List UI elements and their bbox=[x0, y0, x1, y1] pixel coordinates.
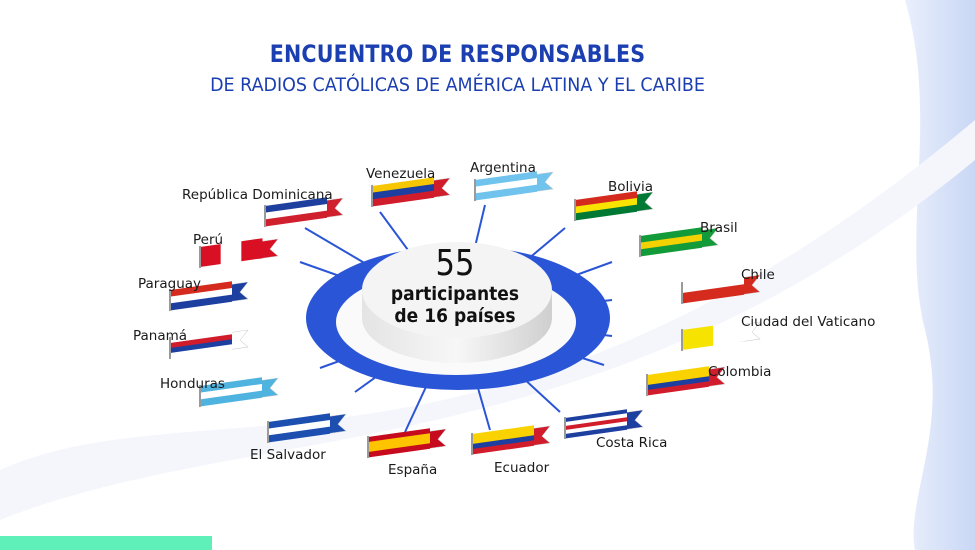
flag-stripe bbox=[368, 433, 430, 448]
flag-stripe bbox=[472, 425, 534, 440]
flag-stripe bbox=[170, 334, 232, 349]
flag-venezuela bbox=[371, 177, 451, 208]
flag-paraguay bbox=[169, 281, 249, 312]
flag-stripe bbox=[200, 383, 262, 400]
flag-stripe bbox=[472, 440, 534, 455]
flag-colombia bbox=[646, 366, 726, 397]
participants-label: participantes bbox=[390, 283, 520, 305]
country-label-colombia: Colombia bbox=[708, 364, 772, 380]
flag-stripe bbox=[265, 210, 327, 227]
flag-stripe bbox=[575, 197, 637, 214]
decorative-wave-light bbox=[0, 120, 975, 520]
flag-stripe bbox=[200, 390, 262, 407]
flag-stripe bbox=[475, 184, 537, 201]
decorative-wave bbox=[905, 0, 975, 550]
flag-stripe bbox=[647, 366, 709, 381]
flag-stripe bbox=[200, 377, 262, 394]
flag-stripe bbox=[575, 191, 637, 208]
flag-stripe bbox=[241, 238, 263, 262]
flag-stripe bbox=[265, 197, 327, 214]
flag-stripe bbox=[220, 241, 242, 265]
flag-republica-dominicana bbox=[264, 197, 344, 228]
flag-stripe bbox=[475, 171, 537, 188]
flag-stripe bbox=[170, 339, 232, 354]
flag-el-salvador bbox=[267, 413, 347, 444]
country-label-republica-dominicana: República Dominicana bbox=[182, 187, 333, 203]
flag-stripe bbox=[565, 425, 627, 439]
page-title: ENCUENTRO DE RESPONSABLES bbox=[269, 40, 646, 68]
country-label-venezuela: Venezuela bbox=[366, 166, 436, 182]
flag-stripe bbox=[368, 428, 430, 443]
participants-count: 55 bbox=[435, 243, 475, 284]
flag-ecuador bbox=[471, 425, 551, 456]
flag-stripe bbox=[475, 177, 537, 194]
flag-stripe bbox=[640, 240, 702, 257]
flag-stripe bbox=[170, 329, 232, 344]
flag-stripe bbox=[170, 294, 232, 311]
flag-stripe bbox=[647, 371, 709, 386]
flag-stripe bbox=[268, 426, 330, 443]
flag-stripe bbox=[682, 284, 744, 304]
country-label-bolivia: Bolivia bbox=[608, 179, 654, 195]
accent-bar bbox=[0, 536, 212, 550]
flag-stripe bbox=[682, 274, 744, 294]
flag-bolivia bbox=[574, 191, 654, 222]
flag-peru bbox=[199, 238, 279, 269]
flag-stripe bbox=[372, 190, 434, 207]
flag-stripe bbox=[472, 435, 534, 450]
flag-stripe bbox=[647, 376, 709, 391]
flag-costa-rica bbox=[564, 409, 644, 440]
flag-stripe bbox=[268, 413, 330, 430]
flag-stripe bbox=[372, 177, 434, 194]
country-label-costa-rica: Costa Rica bbox=[596, 435, 668, 451]
flag-stripe bbox=[565, 421, 627, 435]
flag-stripe bbox=[368, 438, 430, 453]
country-label-peru: Perú bbox=[193, 232, 224, 248]
flag-stripe bbox=[472, 430, 534, 445]
flag-stripe bbox=[565, 417, 627, 431]
hub-stats: 55 participantes de 16 países bbox=[355, 243, 555, 328]
flag-stripe bbox=[565, 409, 627, 423]
flag-stripe bbox=[640, 233, 702, 250]
country-label-chile: Chile bbox=[741, 267, 775, 283]
country-label-argentina: Argentina bbox=[470, 160, 536, 176]
flag-stripe bbox=[682, 325, 714, 350]
country-label-honduras: Honduras bbox=[160, 376, 225, 392]
flag-stripe bbox=[170, 344, 232, 359]
flag-stripe bbox=[265, 203, 327, 220]
country-label-paraguay: Paraguay bbox=[138, 276, 202, 292]
flag-stripe bbox=[368, 443, 430, 458]
flag-stripe bbox=[200, 244, 222, 267]
flag-stripe bbox=[268, 419, 330, 436]
country-label-brasil: Brasil bbox=[700, 220, 738, 236]
hub-disc-top bbox=[362, 242, 552, 338]
flag-stripe bbox=[170, 287, 232, 304]
flag-ciudad-del-vaticano bbox=[681, 321, 761, 352]
flag-espana bbox=[367, 428, 447, 459]
country-label-ecuador: Ecuador bbox=[494, 460, 550, 476]
flag-stripe bbox=[575, 204, 637, 221]
countries-label: de 16 países bbox=[394, 305, 516, 327]
country-label-espana: España bbox=[388, 462, 438, 478]
flag-brasil bbox=[639, 227, 719, 258]
flag-panama bbox=[169, 329, 249, 360]
flag-stripe bbox=[647, 381, 709, 396]
flag-stripe bbox=[713, 321, 745, 346]
flag-stripe bbox=[565, 413, 627, 427]
country-label-el-salvador: El Salvador bbox=[250, 447, 326, 463]
flag-argentina bbox=[474, 171, 554, 202]
flag-honduras bbox=[199, 377, 279, 408]
flag-stripe bbox=[372, 183, 434, 200]
flag-stripe bbox=[640, 227, 702, 244]
page-subtitle: DE RADIOS CATÓLICAS DE AMÉRICA LATINA Y … bbox=[210, 74, 705, 96]
flag-chile bbox=[681, 274, 761, 305]
flag-stripe bbox=[170, 281, 232, 298]
country-label-ciudad-del-vaticano: Ciudad del Vaticano bbox=[741, 314, 876, 330]
country-label-panama: Panamá bbox=[133, 328, 188, 344]
